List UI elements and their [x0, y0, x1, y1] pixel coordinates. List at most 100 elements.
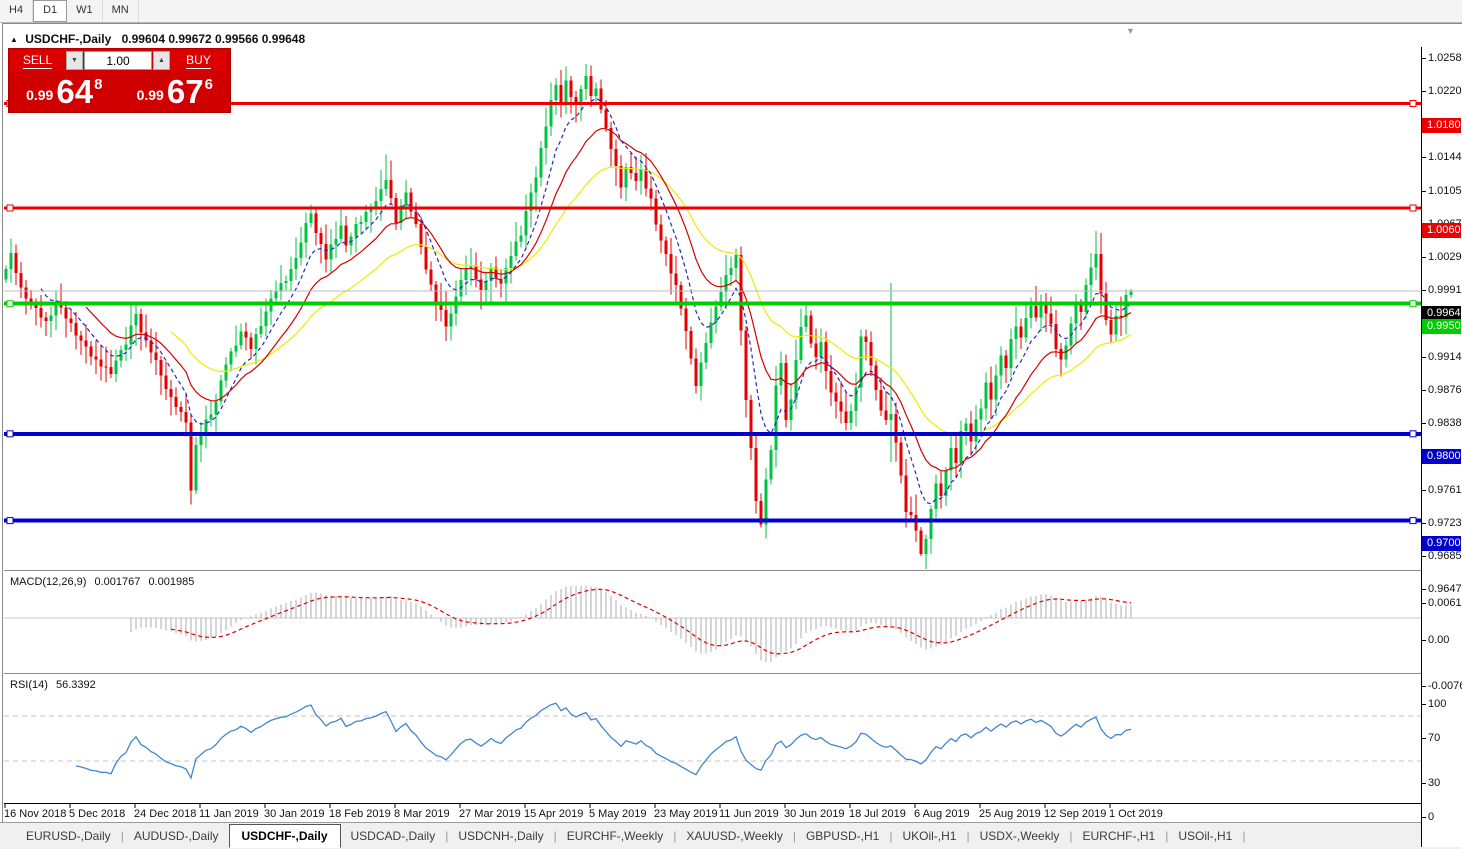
chart-tab-eurusd[interactable]: EURUSD-,Daily — [26, 829, 111, 843]
chart-tab-eurchf[interactable]: EURCHF-,Weekly — [566, 829, 664, 843]
chart-tab-audusd[interactable]: AUDUSD-,Daily — [133, 829, 219, 843]
chart-tab-gbpusd[interactable]: GBPUSD-,H1 — [805, 829, 880, 843]
chart-tab-usoil[interactable]: USOil-,H1 — [1178, 829, 1233, 843]
buy-price-display[interactable]: 0.99 67 6 — [136, 73, 213, 110]
axis-label: 1.02200 — [1428, 85, 1462, 98]
axis-tick — [1422, 640, 1426, 641]
timeframe-toolbar: H4 D1 W1 MN — [0, 0, 1462, 23]
timeframe-d1[interactable]: D1 — [33, 0, 68, 22]
tab-separator: | — [553, 829, 557, 843]
horizontal-line-0.97007[interactable] — [4, 518, 1421, 523]
tab-separator: | — [120, 829, 124, 843]
price-chart-plot[interactable]: ▲ USDCHF-,Daily 0.99604 0.99672 0.99566 … — [4, 25, 1421, 824]
time-axis-label: 5 Dec 2018 — [69, 808, 126, 820]
pane-separators — [4, 570, 1421, 824]
chart-tab-xauusd[interactable]: XAUUSD-,Weekly — [686, 829, 783, 843]
tab-separator: | — [1069, 829, 1073, 843]
axis-label: 1.01050 — [1428, 185, 1462, 198]
time-axis-label: 11 Jan 2019 — [199, 808, 259, 820]
candles-layer — [4, 63, 1133, 569]
axis-tick — [1422, 589, 1426, 591]
chart-tab-usdchf[interactable]: USDCHF-,Daily — [228, 824, 341, 848]
horizontal-line-0.99501[interactable] — [4, 301, 1421, 306]
volume-increase-button[interactable]: ▲ — [153, 51, 170, 70]
tab-separator: | — [445, 829, 449, 843]
chart-window: ▲ USDCHF-,Daily 0.99604 0.99672 0.99566 … — [2, 23, 1462, 847]
tab-separator: | — [889, 829, 893, 843]
price-line-label: 0.97007 — [1422, 535, 1462, 551]
time-axis-label: 12 Sep 2019 — [1044, 808, 1107, 820]
axis-label: 100 — [1428, 698, 1447, 711]
time-axis-label: 30 Jan 2019 — [264, 808, 325, 820]
chart-tab-usdx[interactable]: USDX-,Weekly — [979, 829, 1060, 843]
line-handle[interactable] — [1409, 430, 1417, 438]
volume-decrease-button[interactable]: ▼ — [66, 51, 83, 70]
time-axis-label: 30 Jun 2019 — [784, 808, 845, 820]
volume-input[interactable] — [84, 51, 152, 70]
chart-tab-usdcad[interactable]: USDCAD-,Daily — [350, 829, 436, 843]
time-axis-label: 25 Aug 2019 — [979, 808, 1041, 820]
timeframe-mn[interactable]: MN — [103, 0, 139, 22]
axis-tick — [1422, 556, 1426, 558]
sell-button[interactable]: SELL — [10, 50, 65, 71]
line-handle[interactable] — [1409, 517, 1417, 525]
price-line-label: 1.00602 — [1422, 223, 1462, 238]
line-handle[interactable] — [1409, 204, 1417, 212]
axis-tick — [1422, 91, 1426, 93]
line-handle[interactable] — [1409, 99, 1417, 107]
axis-label: 1.01440 — [1428, 151, 1462, 164]
collapse-trade-panel-icon[interactable]: ▲ — [10, 35, 18, 44]
time-axis-label: 23 May 2019 — [654, 808, 718, 820]
ma-line-8 — [40, 97, 1132, 505]
macd-signal-line — [170, 588, 1132, 655]
horizontal-line-0.98005[interactable] — [4, 431, 1421, 436]
price-axis[interactable]: 1.025801.022001.014401.010501.006701.002… — [1421, 47, 1462, 847]
axis-tick — [1422, 390, 1426, 392]
axis-tick — [1422, 290, 1426, 292]
line-handle[interactable] — [6, 517, 14, 525]
ma-line-17 — [85, 128, 1132, 472]
chart-shift-marker-icon[interactable]: ▼ — [1126, 26, 1135, 36]
time-axis-label: 5 May 2019 — [589, 808, 647, 820]
chart-tab-eurchf[interactable]: EURCHF-,H1 — [1082, 829, 1156, 843]
time-axis-label: 11 Jun 2019 — [719, 808, 779, 820]
horizontal-line-1.00602[interactable] — [4, 206, 1421, 210]
line-handle[interactable] — [1409, 300, 1417, 308]
axis-tick — [1422, 704, 1426, 706]
price-line-label: 0.98005 — [1422, 448, 1462, 464]
time-axis-label: 16 Nov 2018 — [4, 808, 67, 820]
line-handle[interactable] — [6, 300, 14, 308]
buy-button[interactable]: BUY — [171, 50, 226, 71]
timeframe-w1[interactable]: W1 — [67, 0, 103, 22]
line-handle[interactable] — [6, 430, 14, 438]
axis-label: 0 — [1428, 810, 1435, 823]
macd-layer — [4, 585, 1421, 663]
time-axis-label: 1 Oct 2019 — [1109, 808, 1163, 820]
time-axis-label: 8 Mar 2019 — [394, 808, 450, 820]
sell-price-display[interactable]: 0.99 64 8 — [26, 73, 103, 110]
axis-tick — [1422, 357, 1426, 359]
line-handle[interactable] — [6, 204, 14, 212]
tab-separator: | — [792, 829, 796, 843]
timeframe-h4[interactable]: H4 — [0, 0, 34, 22]
time-axis-label: 15 Apr 2019 — [524, 808, 584, 820]
axis-tick — [1422, 423, 1426, 425]
price-line-label: 0.99501 — [1422, 318, 1462, 334]
chart-tab-usdcnh[interactable]: USDCNH-,Daily — [458, 829, 544, 843]
chart-ohlc-values: 0.99604 0.99672 0.99566 0.99648 — [121, 32, 306, 46]
axis-label: 1.02580 — [1428, 52, 1462, 64]
axis-tick — [1422, 490, 1426, 492]
horizontal-lines-layer — [4, 99, 1421, 525]
price-line-label: 0.99648 — [1422, 305, 1462, 321]
tab-separator: | — [1242, 829, 1246, 843]
time-axis-label: 18 Feb 2019 — [329, 808, 391, 820]
horizontal-line-1.01804[interactable] — [4, 101, 1421, 105]
chart-tab-ukoil[interactable]: UKOil-,H1 — [902, 829, 957, 843]
